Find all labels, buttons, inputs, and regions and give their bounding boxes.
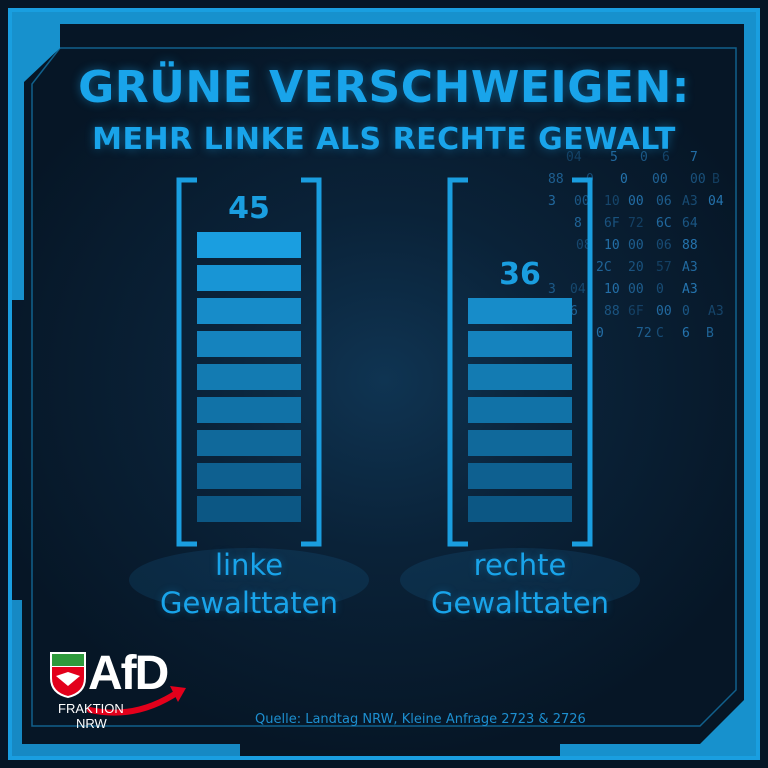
hex-digit: A3 bbox=[682, 194, 698, 209]
source-note: Quelle: Landtag NRW, Kleine Anfrage 2723… bbox=[255, 712, 586, 727]
category-label-rechte-line2: Gewalttaten bbox=[431, 586, 609, 620]
hex-digit: A3 bbox=[682, 282, 698, 297]
hex-digit: 00 bbox=[628, 194, 644, 209]
hex-digit: 10 bbox=[604, 238, 620, 253]
afd-logo: AfD FRAKTION NRW bbox=[48, 647, 218, 731]
hex-digit: 8 bbox=[574, 216, 582, 231]
bracket-right-0 bbox=[301, 177, 322, 547]
hex-digit: 88 bbox=[604, 304, 620, 319]
bar-segment-0-1 bbox=[197, 463, 301, 489]
hex-digit: 10 bbox=[604, 194, 620, 209]
bar-segment-0-3 bbox=[197, 397, 301, 423]
bar-segment-0-8 bbox=[197, 232, 301, 258]
bar-segment-0-2 bbox=[197, 430, 301, 456]
bracket-left-0 bbox=[176, 177, 197, 547]
bracket-right-1 bbox=[572, 177, 593, 547]
bar-segment-1-6 bbox=[468, 298, 572, 324]
hex-digit: C bbox=[656, 326, 664, 341]
hex-digit: 0 bbox=[656, 282, 664, 297]
hex-digit: 04 bbox=[566, 150, 582, 165]
hex-digit: 00 bbox=[652, 172, 668, 187]
bar-segment-0-6 bbox=[197, 298, 301, 324]
hex-digit: 5 bbox=[610, 150, 618, 165]
bar-segment-0-5 bbox=[197, 331, 301, 357]
title-line-2: MEHR LINKE ALS RECHTE GEWALT bbox=[92, 122, 676, 157]
bar-segment-0-7 bbox=[197, 265, 301, 291]
hex-digit: 7 bbox=[690, 150, 698, 165]
bracket-left-1 bbox=[447, 177, 468, 547]
category-label-linke: linke Gewalttaten bbox=[124, 546, 374, 622]
hex-digit: 6 bbox=[570, 304, 578, 319]
bar-segment-1-4 bbox=[468, 364, 572, 390]
bar-segment-0-0 bbox=[197, 496, 301, 522]
logo-subtitle-fraktion: FRAKTION bbox=[58, 701, 124, 716]
category-label-rechte: rechte Gewalttaten bbox=[395, 546, 645, 622]
category-label-rechte-line1: rechte bbox=[473, 548, 567, 582]
hex-digit: A3 bbox=[682, 260, 698, 275]
hex-digit: 3 bbox=[548, 194, 556, 209]
hex-digit: 64 bbox=[682, 216, 698, 231]
bar-segment-1-1 bbox=[468, 463, 572, 489]
hex-digit: 57 bbox=[656, 260, 672, 275]
hex-digit: 10 bbox=[604, 282, 620, 297]
category-label-linke-line2: Gewalttaten bbox=[160, 586, 338, 620]
hex-digit: 72 bbox=[636, 326, 652, 341]
hex-digit: 6F bbox=[628, 304, 644, 319]
bar-segment-1-3 bbox=[468, 397, 572, 423]
hex-digit: 06 bbox=[656, 194, 672, 209]
nrw-emblem-icon bbox=[50, 652, 86, 698]
hex-digit: 0 bbox=[596, 326, 604, 341]
hex-digit: 88 bbox=[682, 238, 698, 253]
hex-digit: 0 bbox=[640, 150, 648, 165]
hex-digit: 72 bbox=[628, 216, 644, 231]
hex-digit: 0 bbox=[620, 172, 628, 187]
hex-digit: 00 bbox=[628, 238, 644, 253]
bar-value-label-1: 36 bbox=[499, 257, 541, 292]
hex-digit: B bbox=[712, 172, 720, 187]
title-line-1: GRÜNE VERSCHWEIGEN: bbox=[78, 62, 690, 113]
bar-segment-1-2 bbox=[468, 430, 572, 456]
bar-segment-1-5 bbox=[468, 331, 572, 357]
hex-digit: B bbox=[706, 326, 714, 341]
hex-digit: 0 bbox=[682, 304, 690, 319]
hex-digit: 6 bbox=[662, 150, 670, 165]
logo-swoosh-icon bbox=[87, 686, 186, 716]
hex-digit: 6 bbox=[682, 326, 690, 341]
bar-value-label-0: 45 bbox=[228, 191, 270, 226]
hex-digit: 00 bbox=[690, 172, 706, 187]
hex-digit: 00 bbox=[656, 304, 672, 319]
logo-subtitle-nrw: NRW bbox=[76, 716, 107, 731]
bar-segment-1-0 bbox=[468, 496, 572, 522]
hex-digit: 2C bbox=[596, 260, 612, 275]
hex-digit: 6C bbox=[656, 216, 672, 231]
hex-digit: 6F bbox=[604, 216, 620, 231]
hex-digit: 04 bbox=[708, 194, 724, 209]
hex-digit: 3 bbox=[548, 282, 556, 297]
hex-digit: 04 bbox=[570, 282, 586, 297]
hex-digit: A3 bbox=[708, 304, 724, 319]
logo-text: AfD bbox=[88, 647, 169, 700]
category-label-linke-line1: linke bbox=[214, 548, 284, 582]
hex-digit: 06 bbox=[656, 238, 672, 253]
hex-digit: 00 bbox=[628, 282, 644, 297]
hex-digit: 20 bbox=[628, 260, 644, 275]
bar-segment-0-4 bbox=[197, 364, 301, 390]
hex-digit: 88 bbox=[548, 172, 564, 187]
hex-digit: 00 bbox=[574, 194, 590, 209]
